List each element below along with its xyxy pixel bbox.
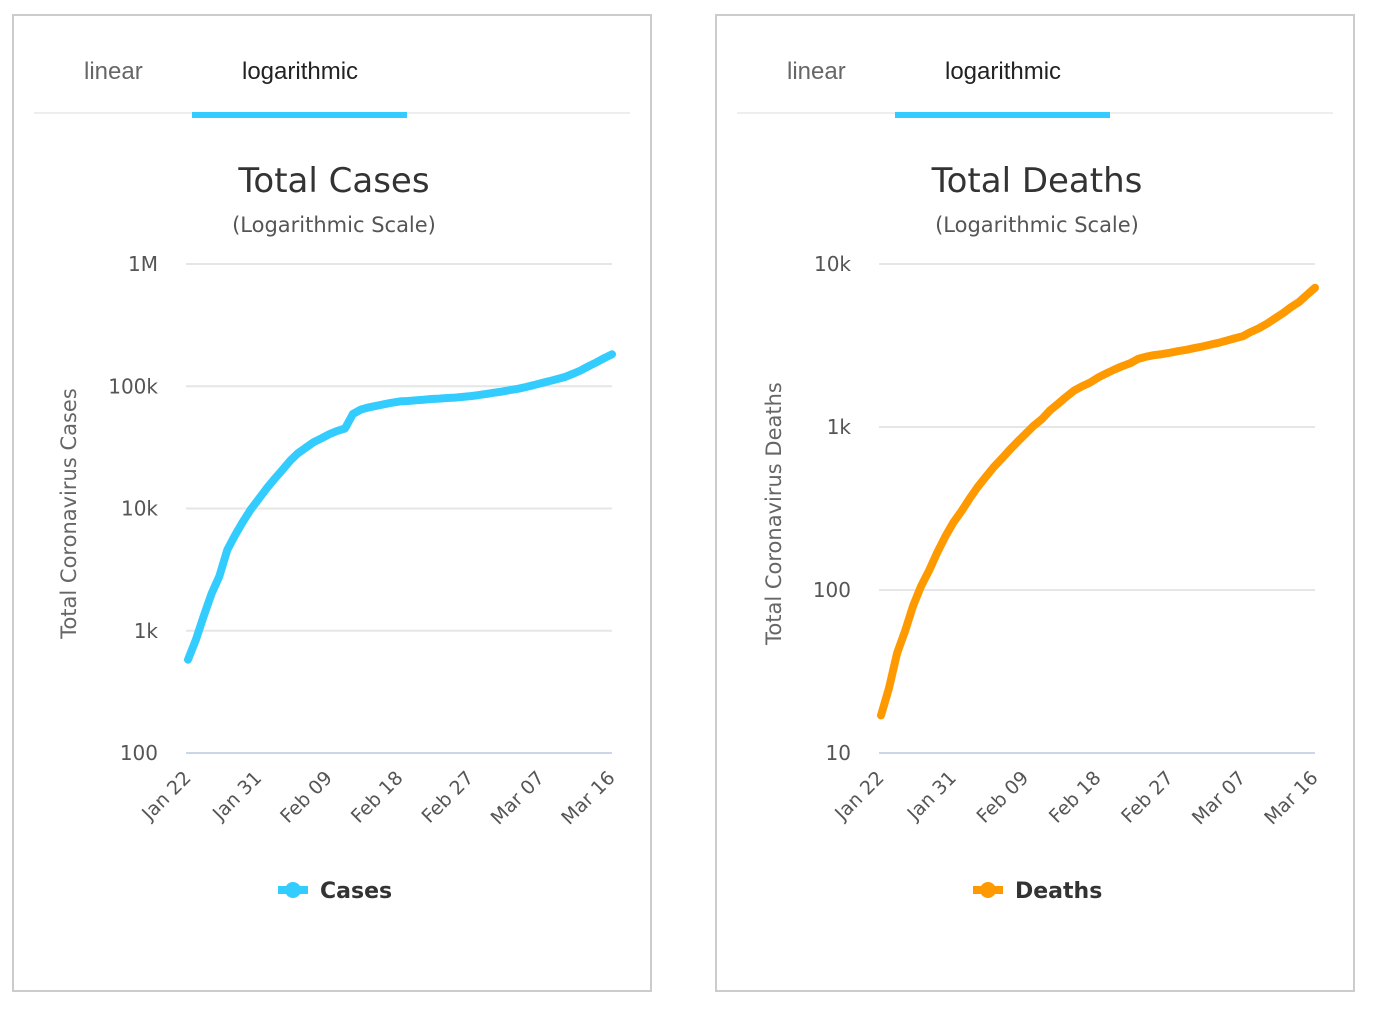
y-tick-label: 100k (108, 374, 158, 398)
chart-title: Total Deaths (931, 161, 1143, 201)
x-tick-label: Feb 27 (1117, 767, 1178, 828)
y-axis-title: Total Coronavirus Deaths (762, 382, 786, 646)
y-tick-label: 10 (826, 741, 851, 765)
x-tick-label: Jan 22 (137, 767, 195, 825)
cases-chart: Total Cases (Logarithmic Scale) 100 1k 10k 10… (57, 161, 620, 904)
active-tab-indicator (895, 112, 1110, 118)
x-tick-label: Jan 31 (903, 767, 961, 825)
x-tick-label: Mar 07 (1188, 767, 1250, 829)
chart-subtitle: (Logarithmic Scale) (935, 213, 1139, 237)
y-tick-label: 100 (120, 741, 158, 765)
x-tick-label: Feb 09 (276, 767, 337, 828)
y-axis-title: Total Coronavirus Cases (57, 388, 81, 640)
series-line-deaths (877, 283, 1319, 720)
tab-logarithmic[interactable]: logarithmic (242, 58, 359, 85)
y-tick-label: 10k (121, 497, 158, 521)
x-tick-label: Mar 16 (557, 767, 619, 829)
y-tick-label: 100 (813, 578, 851, 602)
legend-marker-icon (285, 882, 301, 898)
x-tick-label: Jan 22 (830, 767, 888, 825)
x-tick-label: Feb 27 (417, 767, 478, 828)
tab-logarithmic[interactable]: logarithmic (945, 58, 1062, 85)
x-tick-label: Mar 07 (487, 767, 549, 829)
legend-item[interactable]: Cases (278, 879, 392, 904)
active-tab-indicator (192, 112, 407, 118)
y-tick-label: 1k (134, 619, 159, 643)
legend-label: Cases (320, 879, 392, 904)
x-tick-label: Feb 09 (972, 767, 1033, 828)
x-tick-label: Feb 18 (347, 767, 408, 828)
legend-item[interactable]: Deaths (973, 879, 1102, 904)
x-tick-label: Jan 31 (208, 767, 266, 825)
deaths-chart: Total Deaths (Logarithmic Scale) 10 100 1k 10… (762, 161, 1323, 904)
y-tick-label: 1M (128, 252, 158, 276)
chart-title: Total Cases (237, 161, 429, 201)
y-tick-label: 10k (814, 252, 851, 276)
x-tick-label: Feb 18 (1045, 767, 1106, 828)
legend-marker-icon (980, 882, 996, 898)
chart-subtitle: (Logarithmic Scale) (232, 213, 436, 237)
cases-chart-panel: linear logarithmic Total Cases (Logarithm… (12, 14, 652, 992)
legend-label: Deaths (1015, 879, 1102, 904)
deaths-chart-panel: linear logarithmic Total Deaths (Logarith… (715, 14, 1355, 992)
x-tick-label: Mar 16 (1260, 767, 1322, 829)
series-line-cases (184, 350, 616, 664)
y-tick-label: 1k (827, 415, 852, 439)
tab-linear[interactable]: linear (787, 58, 846, 85)
tab-linear[interactable]: linear (84, 58, 143, 85)
